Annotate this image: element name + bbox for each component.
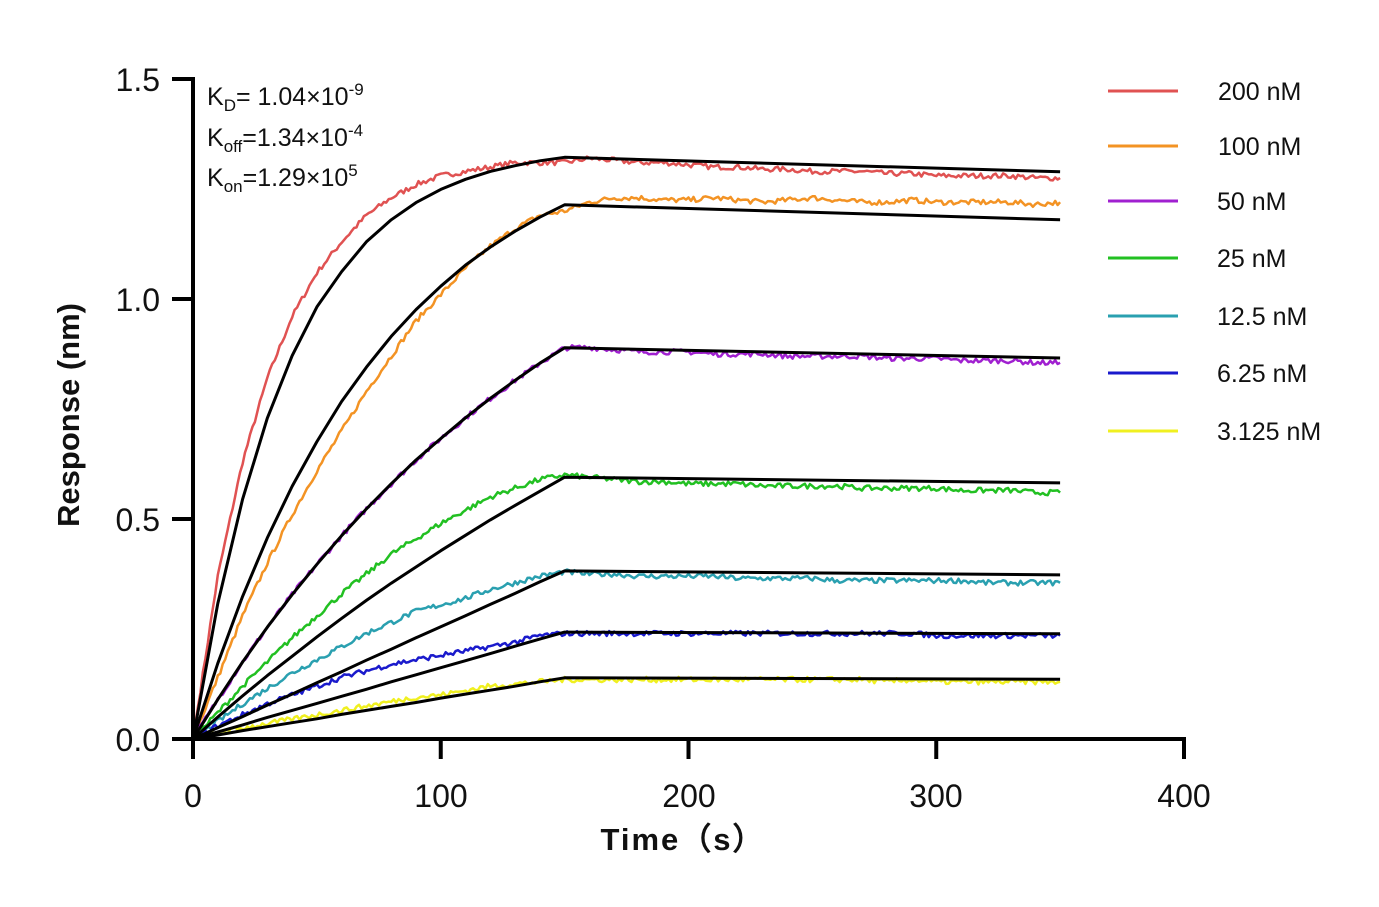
legend-label: 25 nM: [1217, 245, 1286, 273]
legend-label: 6.25 nM: [1217, 360, 1307, 388]
x-tick-label: 400: [1157, 778, 1210, 814]
fit-curve-100-nM: [191, 203, 1061, 740]
plot-area: [191, 155, 1062, 741]
legend-item: 12.5 nM: [1108, 303, 1307, 331]
fit-curve-50-nM: [191, 346, 1061, 740]
legend-label: 3.125 nM: [1217, 418, 1321, 446]
x-axis-title: Time（s）: [600, 822, 765, 857]
x-tick-label: 200: [662, 778, 715, 814]
x-tick-label: 100: [414, 778, 467, 814]
koff-annotation: Koff=1.34×10-4: [207, 121, 363, 156]
x-tick-label: 300: [909, 778, 962, 814]
legend-item: 3.125 nM: [1108, 418, 1321, 446]
y-tick-label: 1.5: [116, 62, 160, 98]
fit-curve-25-nM: [192, 475, 1061, 741]
ticks: [172, 77, 1186, 759]
y-axis-title: Response (nm): [51, 303, 86, 527]
kd-annotation: KD= 1.04×10-9: [207, 80, 364, 115]
fit-curve-200-nM: [191, 155, 1061, 740]
fit-curve-3_125-nM: [192, 676, 1061, 741]
measured-trace-25-nM: [192, 472, 1061, 740]
kon-annotation: Kon=1.29×105: [207, 161, 358, 196]
legend-label: 12.5 nM: [1217, 303, 1307, 331]
legend-item: 200 nM: [1108, 78, 1301, 106]
y-tick-label: 0.5: [116, 502, 160, 538]
measured-trace-200-nM: [191, 155, 1061, 740]
measured-trace-12_5-nM: [192, 568, 1061, 741]
legend-item: 6.25 nM: [1108, 360, 1307, 388]
legend-item: 100 nM: [1108, 133, 1301, 161]
y-tick-label: 0.0: [116, 722, 160, 758]
legend-item: 25 nM: [1108, 245, 1286, 273]
fit-curve-12_5-nM: [192, 569, 1061, 741]
legend-label: 50 nM: [1217, 188, 1286, 216]
measured-trace-100-nM: [191, 194, 1062, 740]
legend-item: 50 nM: [1108, 188, 1286, 216]
legend-label: 100 nM: [1218, 133, 1301, 161]
measured-trace-6_25-nM: [192, 629, 1061, 741]
y-tick-label: 1.0: [116, 282, 160, 318]
legend-label: 200 nM: [1218, 78, 1301, 106]
legend: 200 nM 100 nM 50 nM 25 nM 12.5 nM 6.25 n…: [1108, 78, 1321, 446]
fit-curve-6_25-nM: [192, 630, 1061, 741]
x-tick-label: 0: [184, 778, 202, 814]
